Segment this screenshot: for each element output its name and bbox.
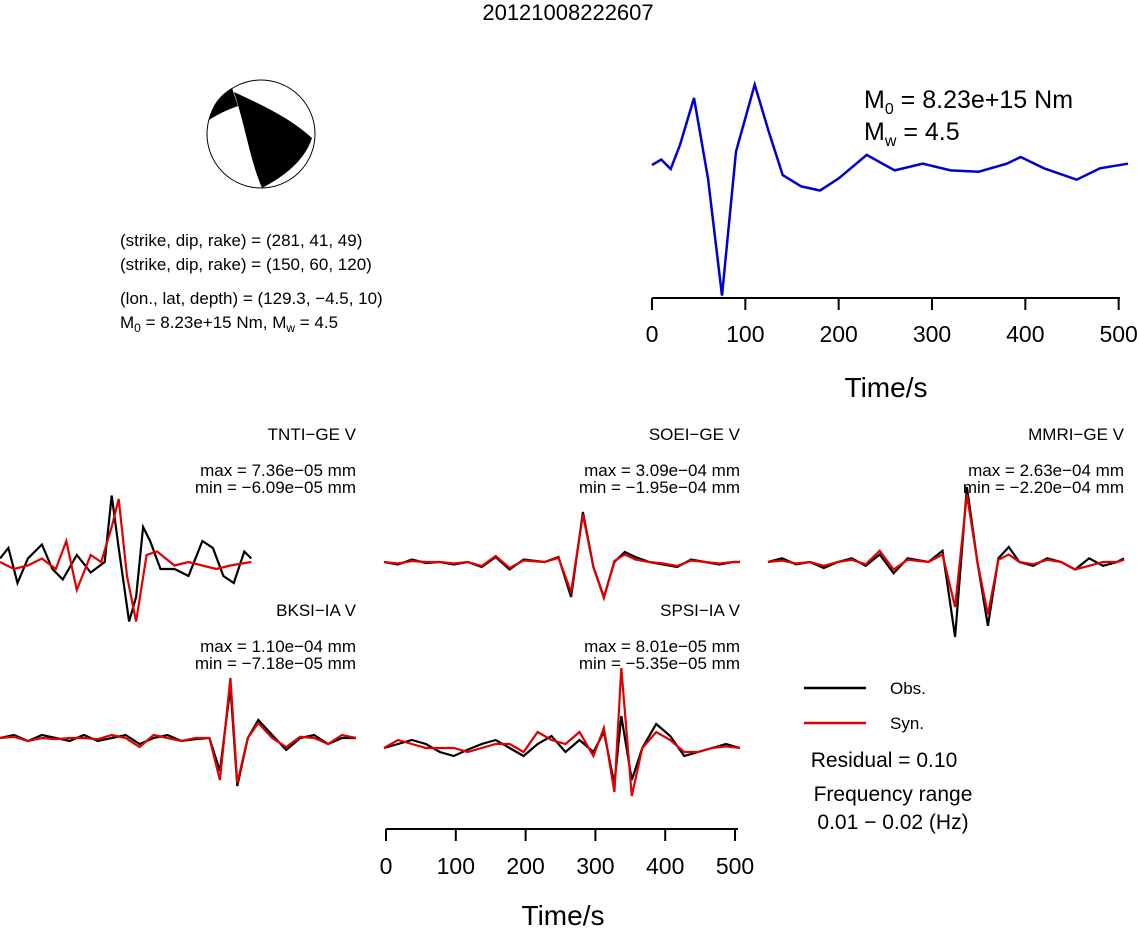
synthetic-waveform xyxy=(767,494,1125,615)
beachball xyxy=(206,79,316,189)
station-min: min = −1.95e−04 mm xyxy=(579,478,740,497)
moment-line: M0 = 8.23e+15 Nm, Mw = 4.5 xyxy=(120,313,338,335)
stf-x-axis-label: Time/s xyxy=(845,372,928,403)
mechanism-line-2: (strike, dip, rake) = (150, 60, 120) xyxy=(120,255,372,274)
stf-tick-label: 500 xyxy=(1099,321,1137,347)
frequency-range-value: 0.01 − 0.02 (Hz) xyxy=(817,811,968,834)
stf-m0-label: M0 = 8.23e+15 Nm xyxy=(864,86,1073,118)
stf-tick-label: 400 xyxy=(1006,321,1044,347)
source-time-function-plot: 0 100 200 300 400 500 Time/s M0 = 8.23e+15 Nm… xyxy=(646,80,1137,403)
observed-waveform xyxy=(383,511,740,601)
station-min: min = −6.09e−05 mm xyxy=(195,478,356,497)
legend-syn-label: Syn. xyxy=(890,714,924,733)
observed-waveform xyxy=(0,495,253,622)
station-name: MMRI−GE V xyxy=(1028,425,1125,444)
bottom-tick-label: 300 xyxy=(576,853,614,879)
synthetic-waveform xyxy=(0,677,357,784)
stf-series-line xyxy=(651,80,1129,296)
station-name: SOEI−GE V xyxy=(649,425,741,444)
legend: Obs. Syn. xyxy=(804,679,926,733)
bottom-x-axis-label: Time/s xyxy=(522,900,605,928)
residual-text: Residual = 0.10 xyxy=(811,749,958,772)
stf-tick-label: 100 xyxy=(726,321,764,347)
bottom-tick-label: 400 xyxy=(646,853,684,879)
stf-x-ticks: 0 100 200 300 400 500 xyxy=(646,298,1137,347)
beachball-compressional-quadrant xyxy=(234,92,312,188)
stf-tick-label: 0 xyxy=(646,321,659,347)
station-max: max = 8.01e−05 mm xyxy=(584,637,740,656)
observed-waveform xyxy=(383,715,741,785)
station-name: SPSI−IA V xyxy=(660,601,741,620)
legend-obs-label: Obs. xyxy=(890,679,926,698)
figure-title: 20121008222607 xyxy=(482,0,653,25)
station-max: max = 7.36e−05 mm xyxy=(200,461,356,480)
station-max: max = 2.63e−04 mm xyxy=(968,461,1124,480)
synthetic-waveform xyxy=(0,498,252,622)
station-min: min = −7.18e−05 mm xyxy=(195,654,356,673)
bottom-time-axis: 0 100 200 300 400 500 Time/s xyxy=(380,828,754,928)
station-name: BKSI−IA V xyxy=(276,601,357,620)
beachball-compressional-wedge xyxy=(209,88,238,120)
stf-tick-label: 200 xyxy=(819,321,857,347)
bottom-x-ticks: 0 100 200 300 400 500 xyxy=(380,829,754,879)
frequency-range-label: Frequency range xyxy=(814,783,973,806)
stf-mw-label: Mw = 4.5 xyxy=(864,118,960,150)
stf-tick-label: 300 xyxy=(913,321,951,347)
station-name: TNTI−GE V xyxy=(268,425,357,444)
bottom-tick-label: 0 xyxy=(380,853,393,879)
bottom-tick-label: 100 xyxy=(437,853,475,879)
station-max: max = 3.09e−04 mm xyxy=(584,461,740,480)
mechanism-line-1: (strike, dip, rake) = (281, 41, 49) xyxy=(120,231,362,250)
station-max: max = 1.10e−04 mm xyxy=(200,637,356,656)
observed-waveform xyxy=(767,486,1125,638)
bottom-tick-label: 500 xyxy=(716,853,754,879)
station-min: min = −2.20e−04 mm xyxy=(963,478,1124,497)
location-line: (lon., lat, depth) = (129.3, −4.5, 10) xyxy=(120,289,383,308)
bottom-tick-label: 200 xyxy=(506,853,544,879)
synthetic-waveform xyxy=(383,667,741,797)
synthetic-waveform xyxy=(383,514,740,602)
station-min: min = −5.35e−05 mm xyxy=(579,654,740,673)
